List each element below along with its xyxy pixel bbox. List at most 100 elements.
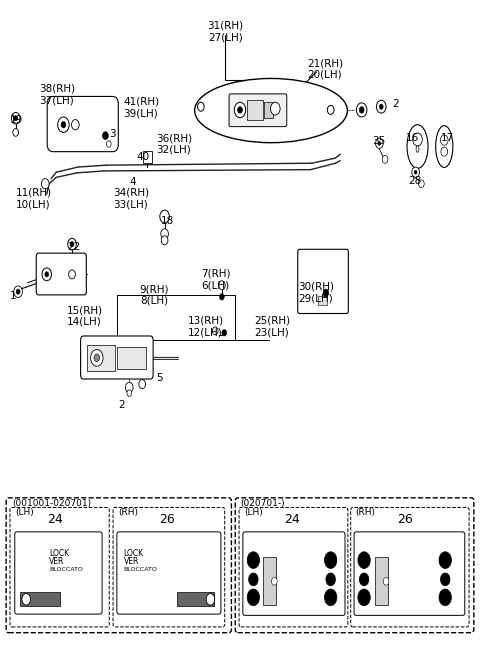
FancyBboxPatch shape: [351, 508, 469, 627]
Circle shape: [160, 210, 169, 223]
FancyBboxPatch shape: [113, 508, 225, 627]
Circle shape: [41, 179, 49, 189]
Circle shape: [61, 121, 66, 128]
Text: (LH): (LH): [244, 508, 263, 517]
FancyBboxPatch shape: [15, 532, 102, 614]
Circle shape: [247, 589, 260, 606]
Text: 13(RH)
12(LH): 13(RH) 12(LH): [188, 315, 224, 337]
Circle shape: [42, 268, 51, 281]
Text: 34(RH)
33(LH): 34(RH) 33(LH): [114, 188, 150, 210]
Text: (001001-020701): (001001-020701): [12, 499, 91, 508]
Text: 21(RH)
20(LH): 21(RH) 20(LH): [307, 58, 343, 79]
FancyBboxPatch shape: [6, 498, 231, 633]
Circle shape: [238, 106, 242, 113]
Circle shape: [94, 354, 100, 362]
Text: (LH): (LH): [15, 508, 34, 517]
Bar: [374, 557, 388, 605]
Circle shape: [357, 103, 367, 117]
Circle shape: [218, 281, 225, 290]
Bar: [21, 592, 60, 606]
Circle shape: [441, 135, 448, 145]
Text: 11(RH)
10(LH): 11(RH) 10(LH): [16, 188, 52, 210]
Text: 2: 2: [393, 99, 399, 109]
Circle shape: [69, 270, 75, 279]
Circle shape: [414, 170, 417, 174]
Circle shape: [206, 593, 215, 605]
Text: 25(RH)
23(LH): 25(RH) 23(LH): [254, 315, 290, 337]
FancyBboxPatch shape: [354, 532, 465, 615]
FancyBboxPatch shape: [243, 532, 345, 615]
Circle shape: [222, 330, 227, 336]
Circle shape: [103, 132, 108, 139]
Circle shape: [14, 286, 23, 297]
Circle shape: [219, 293, 224, 300]
Text: VER: VER: [49, 557, 64, 566]
Circle shape: [161, 236, 168, 245]
Circle shape: [360, 573, 369, 586]
Circle shape: [58, 117, 69, 132]
Circle shape: [72, 119, 79, 130]
Ellipse shape: [407, 124, 428, 168]
Text: 15(RH)
14(LH): 15(RH) 14(LH): [67, 305, 103, 327]
Text: (RH): (RH): [118, 508, 138, 517]
FancyBboxPatch shape: [36, 253, 86, 295]
Circle shape: [127, 390, 132, 397]
Circle shape: [12, 112, 20, 124]
Text: 36(RH)
32(LH): 36(RH) 32(LH): [156, 133, 192, 155]
Circle shape: [383, 577, 389, 585]
Text: 28: 28: [408, 176, 421, 186]
Bar: [264, 102, 274, 118]
Text: 9(RH)
8(LH): 9(RH) 8(LH): [140, 284, 169, 306]
Text: 3: 3: [109, 130, 115, 139]
Circle shape: [272, 577, 277, 585]
Text: 22: 22: [67, 242, 81, 252]
Text: LOCK: LOCK: [49, 549, 69, 558]
Circle shape: [271, 102, 280, 115]
Bar: [177, 592, 214, 606]
Circle shape: [441, 147, 447, 156]
Ellipse shape: [436, 126, 453, 168]
Circle shape: [234, 102, 246, 117]
Text: 41(RH)
39(LH): 41(RH) 39(LH): [123, 97, 159, 118]
Circle shape: [439, 551, 451, 568]
Circle shape: [161, 229, 168, 239]
Bar: [318, 295, 327, 305]
Circle shape: [360, 106, 364, 113]
Circle shape: [324, 589, 337, 606]
Text: BLOCCATO: BLOCCATO: [49, 566, 83, 571]
Circle shape: [375, 138, 383, 148]
Circle shape: [22, 593, 31, 605]
FancyBboxPatch shape: [81, 336, 153, 379]
Text: (020701-): (020701-): [240, 499, 285, 508]
Circle shape: [441, 573, 450, 586]
Circle shape: [412, 167, 420, 177]
Circle shape: [107, 141, 111, 147]
Circle shape: [324, 551, 337, 568]
FancyBboxPatch shape: [239, 508, 348, 627]
Text: LOCK: LOCK: [123, 549, 144, 558]
Circle shape: [413, 133, 422, 146]
Bar: [247, 100, 264, 119]
FancyBboxPatch shape: [229, 94, 287, 126]
FancyBboxPatch shape: [117, 532, 221, 614]
Circle shape: [45, 272, 48, 277]
Circle shape: [379, 104, 383, 109]
Text: 1: 1: [10, 290, 17, 301]
Text: 16: 16: [406, 132, 420, 143]
Circle shape: [139, 380, 145, 389]
Text: 35: 35: [372, 136, 385, 146]
Circle shape: [247, 551, 260, 568]
Circle shape: [439, 589, 451, 606]
Bar: [263, 557, 276, 605]
Circle shape: [16, 289, 20, 294]
Circle shape: [327, 105, 334, 114]
Circle shape: [125, 382, 133, 393]
Bar: [87, 345, 115, 371]
Ellipse shape: [416, 146, 419, 152]
Text: (RH): (RH): [356, 508, 375, 517]
Circle shape: [378, 141, 381, 145]
FancyBboxPatch shape: [298, 249, 348, 313]
FancyBboxPatch shape: [47, 97, 118, 152]
Circle shape: [419, 180, 424, 188]
Circle shape: [91, 350, 103, 366]
